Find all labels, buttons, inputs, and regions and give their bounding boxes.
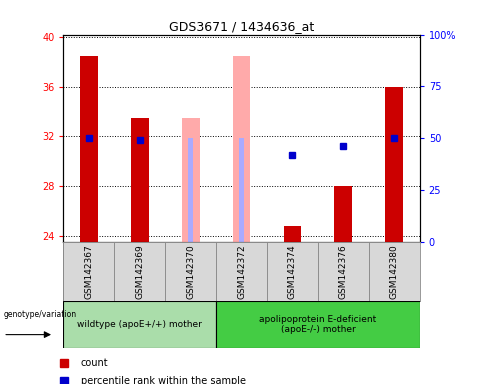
Bar bbox=[114, 242, 165, 301]
Bar bbox=[284, 226, 302, 242]
Text: GSM142367: GSM142367 bbox=[84, 244, 93, 299]
Text: genotype/variation: genotype/variation bbox=[3, 310, 76, 319]
Text: GSM142369: GSM142369 bbox=[135, 244, 144, 299]
Bar bbox=[239, 137, 244, 242]
Text: GSM142376: GSM142376 bbox=[339, 244, 348, 299]
Bar bbox=[216, 242, 267, 301]
Bar bbox=[233, 56, 250, 242]
Text: GSM142380: GSM142380 bbox=[390, 244, 399, 299]
Bar bbox=[182, 118, 200, 242]
Bar bbox=[188, 137, 193, 242]
Text: GSM142370: GSM142370 bbox=[186, 244, 195, 299]
Bar bbox=[63, 301, 216, 348]
Bar bbox=[216, 301, 420, 348]
Text: GSM142372: GSM142372 bbox=[237, 244, 246, 299]
Text: wildtype (apoE+/+) mother: wildtype (apoE+/+) mother bbox=[77, 320, 202, 329]
Text: count: count bbox=[81, 358, 108, 368]
Bar bbox=[386, 87, 403, 242]
Bar bbox=[267, 242, 318, 301]
Bar bbox=[131, 118, 149, 242]
Text: percentile rank within the sample: percentile rank within the sample bbox=[81, 376, 245, 384]
Bar bbox=[165, 242, 216, 301]
Bar bbox=[80, 56, 98, 242]
Bar bbox=[369, 242, 420, 301]
Text: GSM142374: GSM142374 bbox=[288, 244, 297, 299]
Bar bbox=[334, 186, 352, 242]
Bar bbox=[63, 242, 114, 301]
Title: GDS3671 / 1434636_at: GDS3671 / 1434636_at bbox=[169, 20, 314, 33]
Bar bbox=[318, 242, 369, 301]
Text: apolipoprotein E-deficient
(apoE-/-) mother: apolipoprotein E-deficient (apoE-/-) mot… bbox=[259, 315, 377, 334]
